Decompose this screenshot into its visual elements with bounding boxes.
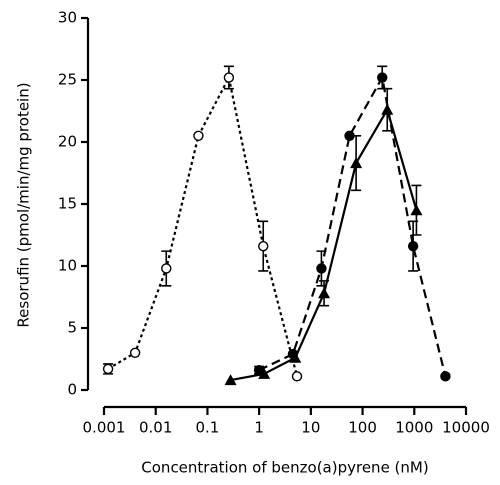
y-tick-label: 20 [58, 133, 77, 151]
marker [223, 72, 235, 83]
y-tick-label: 25 [58, 71, 77, 89]
marker [289, 351, 302, 363]
x-tick-label: 1000 [395, 419, 433, 437]
x-tick-label: 0.1 [195, 419, 219, 437]
marker [193, 130, 204, 142]
y-tick-label: 30 [58, 9, 77, 27]
marker [102, 363, 114, 375]
series-line [107, 74, 299, 377]
x-tick-label: 10 [301, 419, 320, 437]
x-tick-label: 0.001 [83, 419, 126, 437]
marker [224, 374, 237, 386]
marker [381, 103, 394, 115]
marker [258, 367, 271, 379]
x-tick-label: 100 [348, 419, 377, 437]
marker [407, 240, 419, 252]
marker [410, 204, 423, 216]
marker [161, 263, 172, 274]
marker [129, 347, 141, 358]
y-tick-label: 15 [58, 195, 77, 213]
marker [316, 263, 327, 274]
marker [258, 240, 269, 252]
series-line [258, 74, 447, 377]
x-tick-label: 0.01 [139, 419, 172, 437]
y-axis-title: Resorufin (pmol/min/mg protein) [15, 82, 33, 327]
x-tick-label: 10000 [442, 419, 490, 437]
y-tick-label: 10 [58, 257, 77, 275]
marker [291, 371, 303, 382]
x-axis-title: Concentration of benzo(a)pyrene (nM) [141, 459, 428, 477]
y-tick-label: 0 [67, 381, 77, 399]
marker [350, 157, 363, 169]
y-tick-label: 5 [67, 319, 77, 337]
marker [318, 287, 331, 299]
x-tick-label: 1 [254, 419, 264, 437]
marker [440, 371, 451, 382]
marker [377, 72, 388, 83]
